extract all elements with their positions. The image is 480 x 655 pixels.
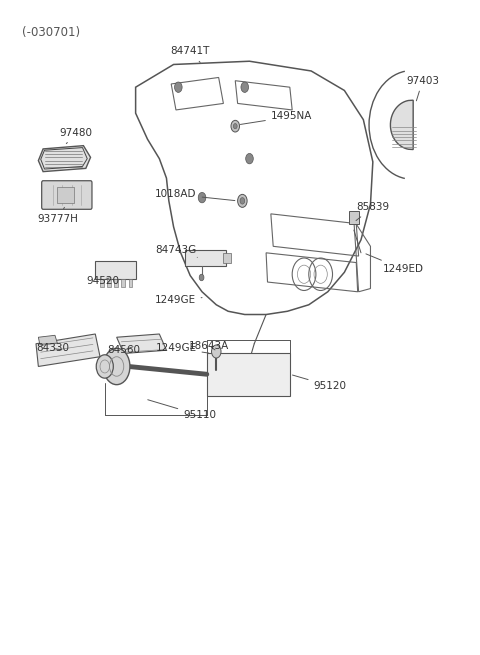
Text: (-030701): (-030701) [22,26,80,39]
Text: 95120: 95120 [292,375,347,391]
Bar [129,279,132,288]
Circle shape [103,348,130,384]
Polygon shape [390,100,413,149]
FancyBboxPatch shape [42,181,92,210]
Circle shape [212,345,221,358]
Bar [107,279,111,288]
Bar [223,253,230,263]
Text: 84560: 84560 [107,345,140,355]
Text: 85839: 85839 [356,202,389,221]
Circle shape [96,355,113,378]
Bar [349,211,359,223]
Text: 18643A: 18643A [189,341,229,350]
Text: 84330: 84330 [36,343,69,353]
Text: 95110: 95110 [148,400,216,420]
Text: 84741T: 84741T [170,47,210,62]
Circle shape [241,82,249,92]
Text: 97403: 97403 [406,76,439,101]
Circle shape [239,196,246,206]
Bar [57,187,74,203]
Circle shape [240,198,245,204]
Text: 97480: 97480 [60,128,93,143]
Bar [121,279,125,288]
Bar [100,279,104,288]
Text: 1249GE: 1249GE [155,295,202,305]
Circle shape [198,193,206,203]
Text: 1249GE: 1249GE [156,343,209,353]
Text: 1495NA: 1495NA [240,111,312,124]
Circle shape [175,82,182,92]
Text: 1249ED: 1249ED [366,254,423,274]
Circle shape [231,121,240,132]
Circle shape [199,274,204,281]
Text: 93777H: 93777H [37,208,78,224]
Text: 94520: 94520 [86,276,119,286]
Text: 84743G: 84743G [156,244,197,257]
Circle shape [233,124,237,129]
Polygon shape [36,334,100,366]
Bar [207,354,290,396]
Polygon shape [38,145,91,172]
Text: 1018AD: 1018AD [155,189,235,200]
Circle shape [238,195,247,208]
Circle shape [246,153,253,164]
Bar [96,261,136,279]
Bar [185,250,226,266]
Polygon shape [117,334,167,354]
Bar [114,279,118,288]
Polygon shape [38,335,57,345]
